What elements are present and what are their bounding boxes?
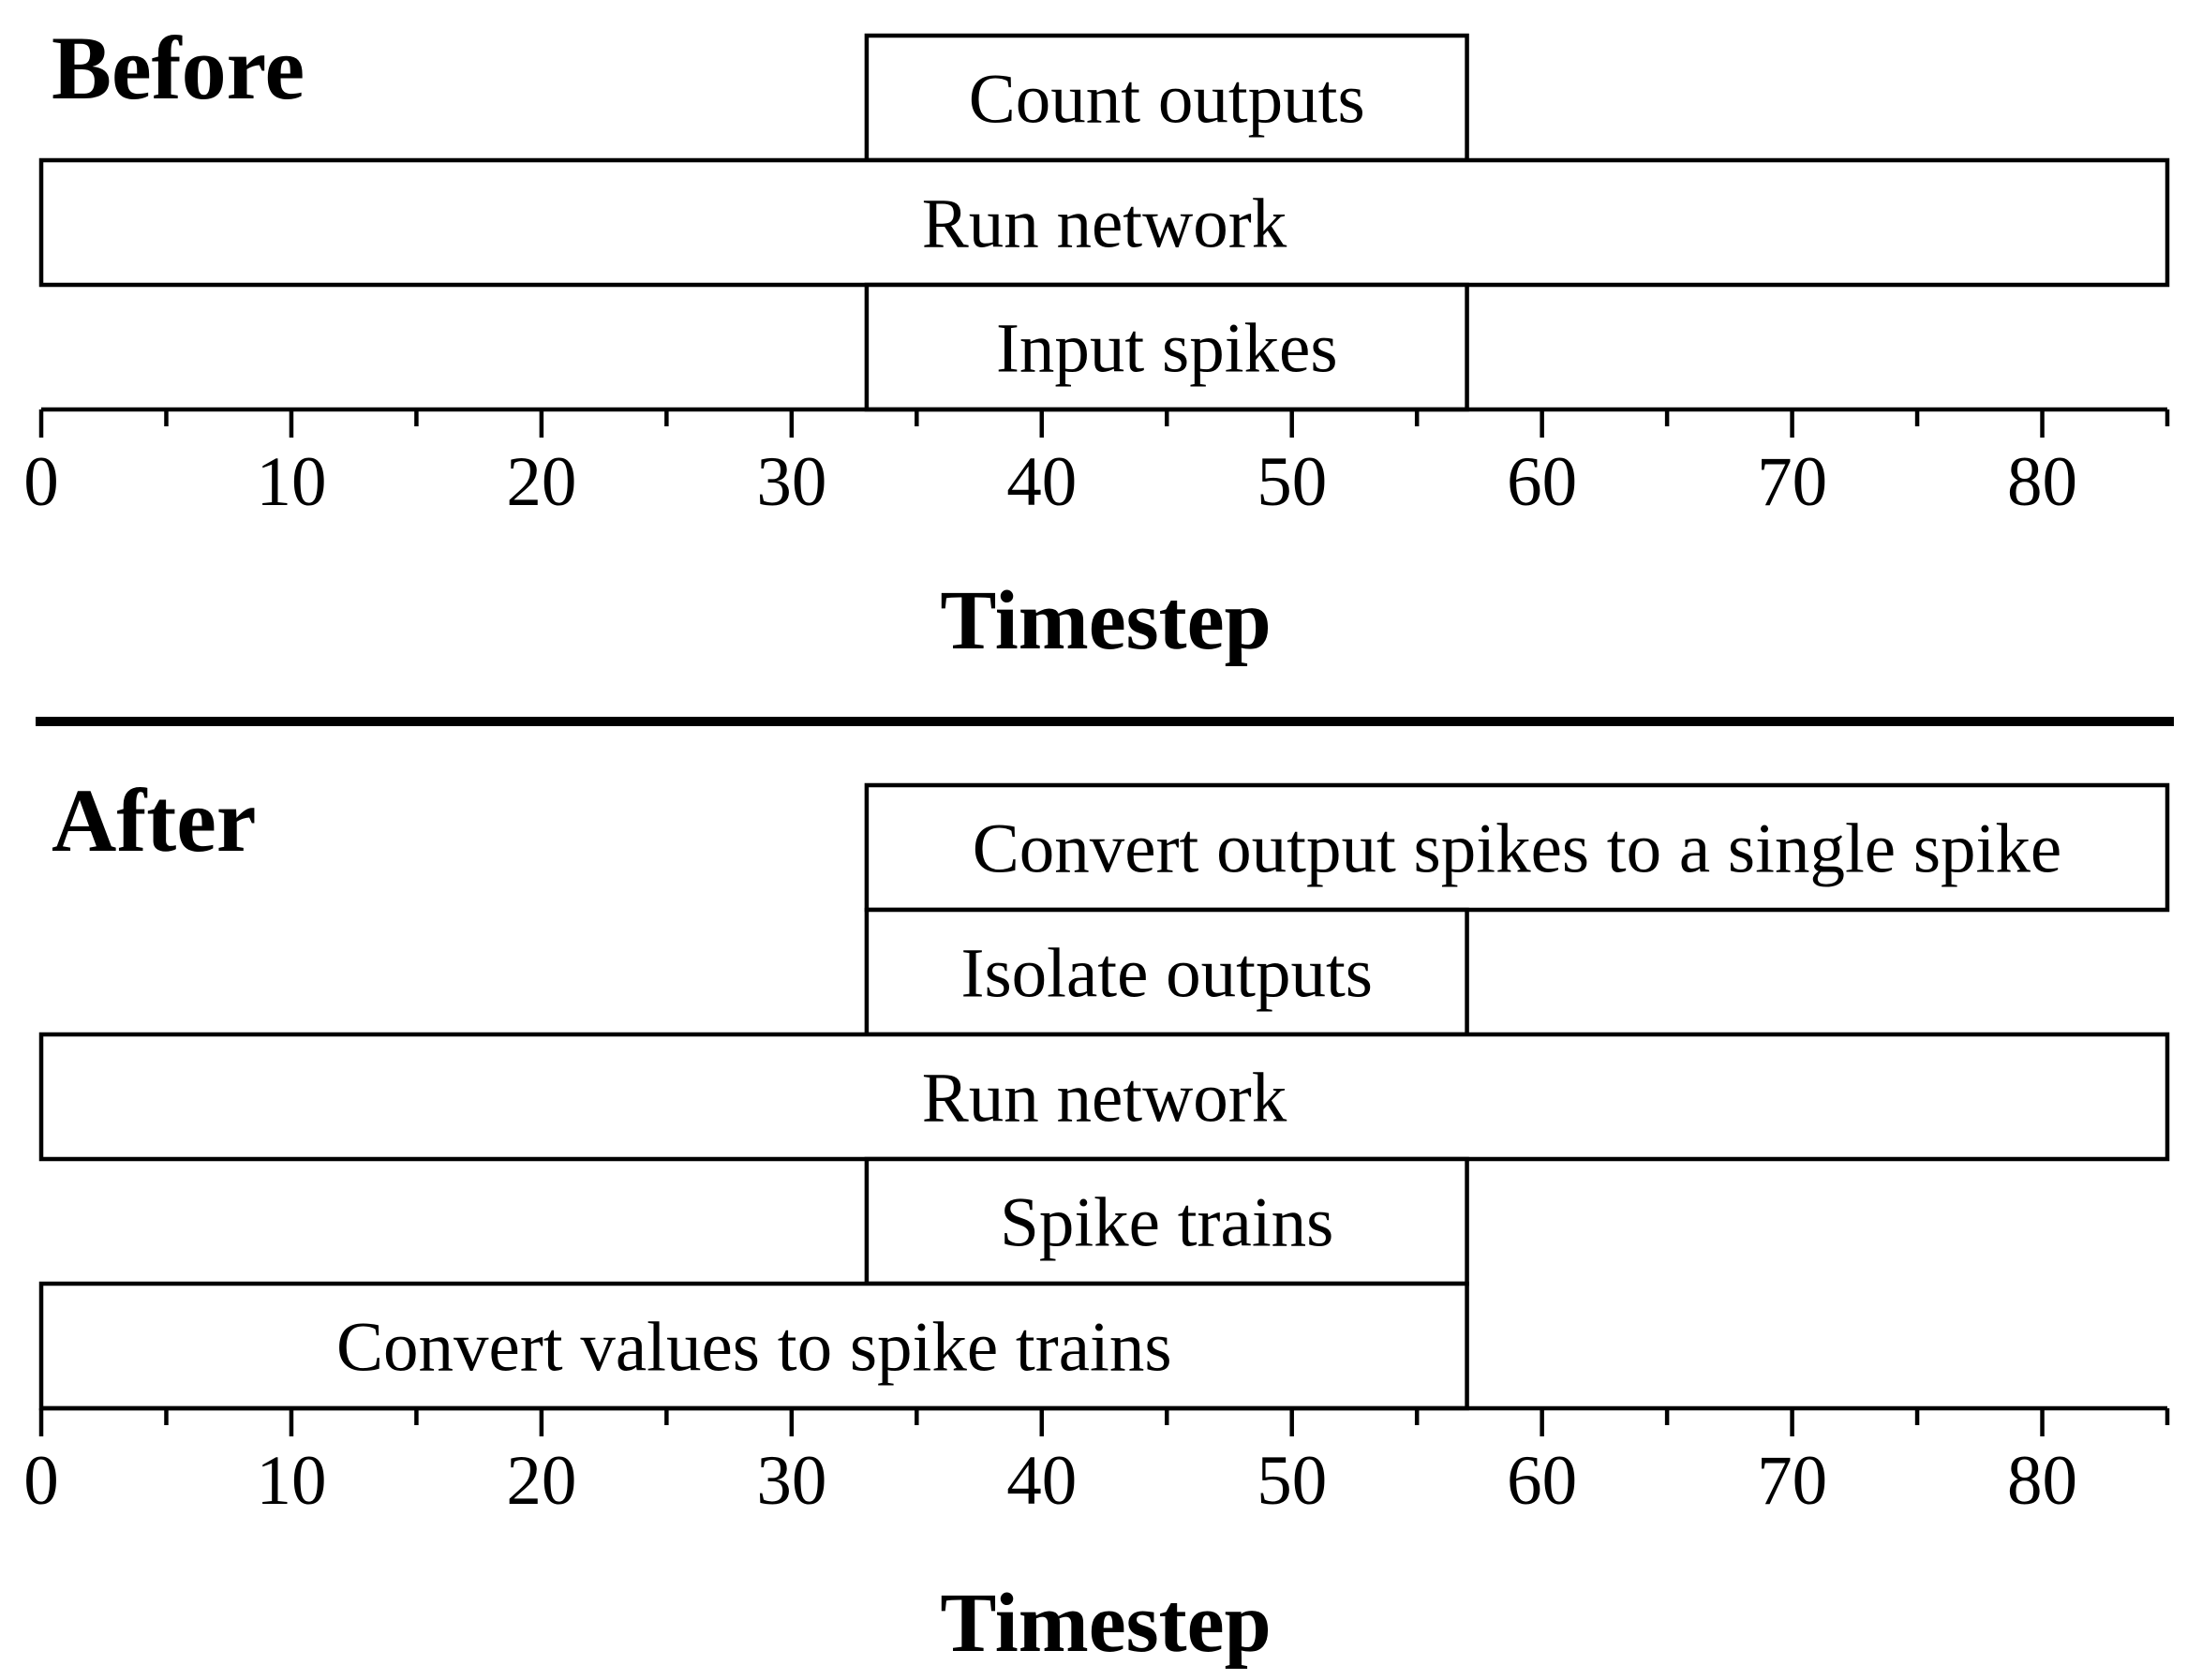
task-box-label: Convert output spikes to a single spike bbox=[973, 810, 2061, 888]
task-box-rect bbox=[864, 1156, 1469, 1286]
task-box-rect bbox=[38, 157, 2170, 288]
task-box: Run network bbox=[38, 157, 2170, 288]
after-panel: After Convert output spikes to a single … bbox=[23, 770, 2170, 1670]
after-axis-title: Timestep bbox=[940, 1577, 1271, 1670]
task-box-label: Run network bbox=[922, 1060, 1287, 1137]
task-box-rect bbox=[38, 1281, 1469, 1411]
task-box-rect bbox=[864, 907, 1469, 1037]
before-title: Before bbox=[52, 18, 305, 118]
task-box: Convert output spikes to a single spike bbox=[864, 782, 2170, 913]
task-box: Convert values to spike trains bbox=[38, 1281, 1469, 1411]
task-box: Count outputs bbox=[864, 33, 1469, 163]
tick-label: 60 bbox=[1507, 1442, 1577, 1520]
task-box: Spike trains bbox=[864, 1156, 1469, 1286]
after-title: After bbox=[52, 770, 256, 870]
task-box-label: Count outputs bbox=[969, 61, 1365, 139]
tick-label: 50 bbox=[1257, 443, 1327, 521]
tick-label: 70 bbox=[1757, 443, 1827, 521]
after-axis: 0 10 20 30 40 50 60 70 80 bbox=[23, 1405, 2170, 1520]
tick-label: 30 bbox=[756, 443, 826, 521]
task-box: Input spikes bbox=[864, 282, 1469, 412]
task-box-rect bbox=[864, 782, 2170, 913]
task-box: Run network bbox=[38, 1032, 2170, 1162]
task-box-label: Convert values to spike trains bbox=[336, 1309, 1172, 1387]
tick-label: 0 bbox=[23, 443, 59, 521]
tick-label: 60 bbox=[1507, 443, 1577, 521]
tick-label: 40 bbox=[1006, 443, 1077, 521]
tick-label: 20 bbox=[506, 1442, 576, 1520]
tick-label: 80 bbox=[2007, 1442, 2077, 1520]
tick-label: 10 bbox=[256, 443, 326, 521]
before-panel: Before Count outputs Run network Input spi… bbox=[23, 18, 2170, 667]
task-box-label: Isolate outputs bbox=[960, 935, 1373, 1013]
after-boxes: Convert output spikes to a single spike I… bbox=[38, 782, 2170, 1411]
before-axis: 0 10 20 30 40 50 60 70 80 bbox=[23, 407, 2170, 521]
tick-label: 80 bbox=[2007, 443, 2077, 521]
tick-label: 0 bbox=[23, 1442, 59, 1520]
task-box-label: Spike trains bbox=[1000, 1184, 1333, 1262]
task-box-label: Input spikes bbox=[996, 310, 1338, 388]
tick-label: 50 bbox=[1257, 1442, 1327, 1520]
tick-label: 70 bbox=[1757, 1442, 1827, 1520]
tick-label: 40 bbox=[1006, 1442, 1077, 1520]
tick-label: 30 bbox=[756, 1442, 826, 1520]
task-box-rect bbox=[864, 33, 1469, 163]
task-box-rect bbox=[864, 282, 1469, 412]
task-box-label: Run network bbox=[922, 186, 1287, 263]
before-boxes: Count outputs Run network Input spikes bbox=[38, 33, 2170, 412]
tick-label: 20 bbox=[506, 443, 576, 521]
before-axis-title: Timestep bbox=[940, 574, 1271, 667]
tick-label: 10 bbox=[256, 1442, 326, 1520]
task-box: Isolate outputs bbox=[864, 907, 1469, 1037]
